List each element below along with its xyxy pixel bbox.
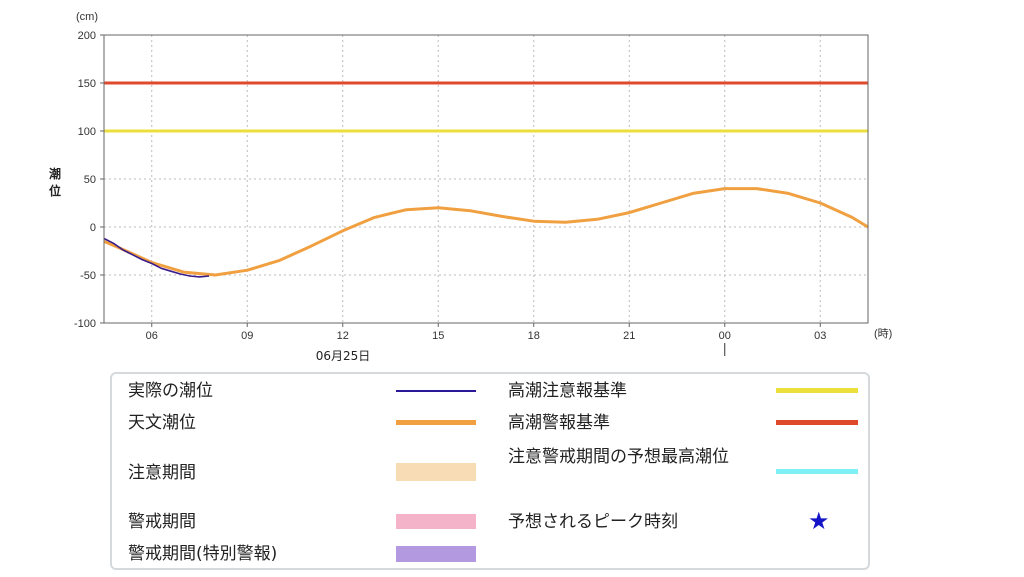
y-axis-label-char-1: 潮 (49, 166, 61, 181)
y-tick-label: 50 (84, 174, 96, 186)
legend-label: 実際の潮位 (128, 381, 213, 401)
x-tick-label: 03 (814, 330, 826, 342)
x-tick-label: 15 (432, 330, 444, 342)
legend-swatch-line (396, 390, 476, 392)
y-axis-label-char-2: 位 (49, 183, 61, 198)
legend-swatch-line (776, 388, 858, 393)
date-label: 06月25日 (316, 349, 371, 363)
y-tick-label: -50 (80, 270, 96, 282)
threshold-lines (104, 81, 868, 133)
legend-swatch-box (396, 546, 476, 562)
legend-swatch-box (396, 514, 476, 529)
legend-label: 注意警戒期間の予想最高潮位 (508, 447, 729, 467)
legend-label: 警戒期間(特別警報) (128, 544, 278, 564)
legend-label: 予想されるピーク時刻 (508, 512, 678, 532)
legend-swatch-box (396, 463, 476, 481)
x-unit-label: (時) (874, 327, 892, 340)
x-tick-label: 00 (719, 330, 731, 342)
y-tick-label: 0 (90, 222, 96, 234)
y-tick-label: -100 (74, 318, 96, 330)
y-tick-label: 150 (78, 78, 96, 90)
legend-label: 高潮注意報基準 (508, 381, 627, 401)
legend-swatch-line (776, 420, 858, 425)
x-tick-label: 21 (623, 330, 635, 342)
x-axis-ticks: 06 09 12 15 18 21 00 03 (146, 323, 826, 342)
x-tick-label: 06 (146, 330, 158, 342)
legend-label: 警戒期間 (128, 512, 196, 532)
legend-label: 高潮警報基準 (508, 413, 610, 433)
y-tick-label: 200 (78, 30, 96, 42)
legend-label: 天文潮位 (128, 413, 196, 433)
x-tick-label: 09 (241, 330, 253, 342)
legend-swatch-line (396, 420, 476, 425)
tide-series (103, 187, 869, 278)
series-line (103, 237, 210, 278)
x-tick-label: 12 (337, 330, 349, 342)
y-axis-ticks: -100 -50 0 50 100 150 200 (74, 30, 104, 330)
series-line (103, 187, 869, 277)
tide-chart: -100 -50 0 50 100 150 200 06 09 12 15 18 21 00 03 (cm… (49, 11, 892, 363)
star-icon: ★ (808, 507, 830, 535)
chart-grid (104, 35, 868, 323)
y-unit-label: (cm) (76, 11, 98, 23)
legend-label: 注意期間 (128, 463, 196, 483)
y-tick-label: 100 (78, 126, 96, 138)
legend: 実際の潮位 天文潮位 注意期間 警戒期間 警戒期間(特別警報) 高潮注意報基準 … (110, 372, 870, 570)
legend-swatch-line (776, 469, 858, 474)
x-tick-label: 18 (528, 330, 540, 342)
